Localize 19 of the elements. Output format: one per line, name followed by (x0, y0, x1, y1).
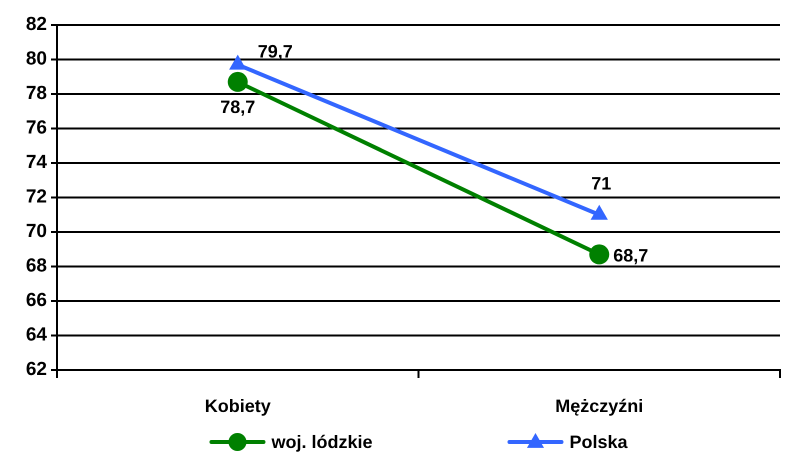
data-label: 68,7 (613, 245, 648, 266)
y-tick-label: 72 (26, 186, 47, 208)
y-tick-label: 64 (26, 324, 48, 346)
x-tick-label: Mężczyźni (555, 396, 644, 416)
y-tick-label: 80 (26, 48, 47, 70)
x-tick-label: Kobiety (204, 396, 271, 416)
data-label: 71 (591, 174, 612, 194)
legend-label: Polska (569, 432, 629, 452)
y-tick-label: 70 (26, 221, 47, 242)
y-tick-label: 66 (26, 290, 47, 312)
y-tick-label: 74 (26, 152, 48, 174)
y-tick-label: 62 (26, 359, 47, 380)
data-label: 79,7 (258, 42, 293, 62)
y-tick-label: 68 (26, 256, 47, 277)
data-label: 78,7 (220, 96, 256, 117)
y-tick-label: 82 (26, 14, 47, 36)
y-tick-label: 76 (26, 118, 47, 139)
legend-label: woj. lódzkie (270, 432, 372, 452)
y-tick-label: 78 (26, 83, 47, 104)
